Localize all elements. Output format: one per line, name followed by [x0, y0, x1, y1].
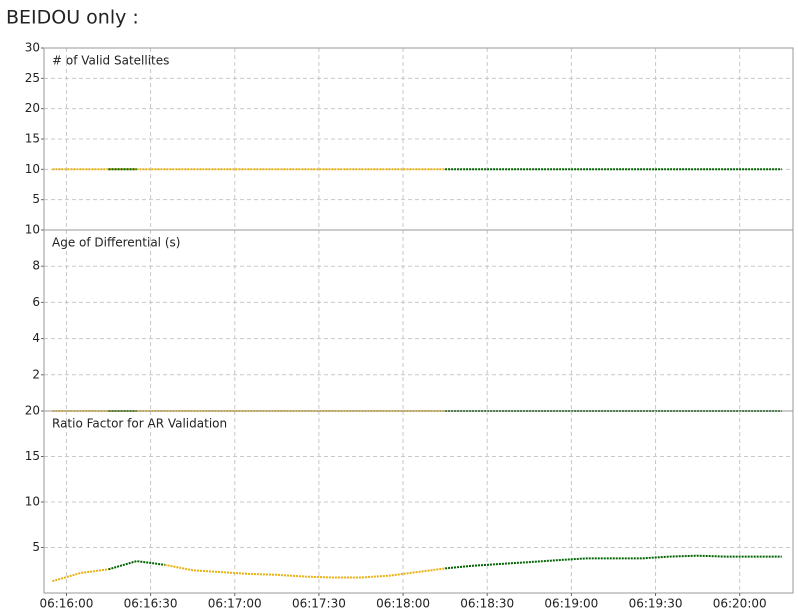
- y-tick-label: 20: [25, 101, 40, 115]
- panel-title: Age of Differential (s): [52, 236, 180, 250]
- y-tick-label: 10: [25, 223, 40, 237]
- x-tick-label: 06:19:30: [629, 597, 683, 611]
- y-tick-label: 15: [25, 132, 40, 146]
- y-tick-label: 10: [25, 495, 40, 509]
- series-line: [108, 554, 782, 571]
- y-tick-label: 10: [25, 162, 40, 176]
- y-tick-label: 20: [25, 404, 40, 418]
- y-tick-label: 25: [25, 71, 40, 85]
- x-tick-label: 06:18:30: [460, 597, 514, 611]
- x-tick-label: 06:20:00: [713, 597, 767, 611]
- y-tick-label: 5: [32, 540, 40, 554]
- y-tick-label: 6: [32, 295, 40, 309]
- x-tick-label: 06:18:00: [376, 597, 430, 611]
- y-tick-label: 2: [32, 367, 40, 381]
- panel-frame: [43, 410, 794, 594]
- panel-frame: [43, 229, 794, 412]
- y-tick-label: 8: [32, 259, 40, 273]
- y-tick-label: 30: [25, 41, 40, 55]
- x-tick-label: 06:16:30: [124, 597, 178, 611]
- x-tick-label: 06:17:30: [292, 597, 346, 611]
- y-tick-label: 5: [32, 192, 40, 206]
- y-tick-label: 4: [32, 331, 40, 345]
- series-line: [52, 563, 446, 583]
- y-tick-label: 15: [25, 449, 40, 463]
- page-title: BEIDOU only :: [6, 7, 139, 29]
- x-tick-label: 06:16:00: [39, 597, 93, 611]
- x-tick-label: 06:19:00: [544, 597, 598, 611]
- panel-title: Ratio Factor for AR Validation: [52, 417, 227, 431]
- x-tick-label: 06:17:00: [208, 597, 262, 611]
- panel-title: # of Valid Satellites: [52, 54, 169, 68]
